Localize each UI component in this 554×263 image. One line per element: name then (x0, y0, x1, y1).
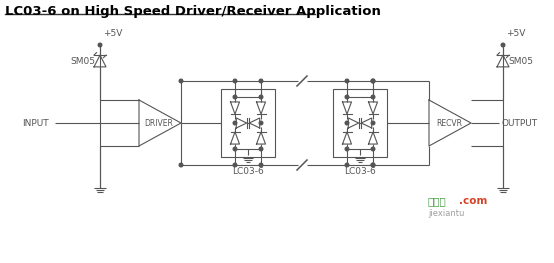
Circle shape (371, 79, 375, 83)
Circle shape (345, 95, 349, 99)
Circle shape (371, 95, 375, 99)
Circle shape (233, 163, 237, 167)
Text: DRIVER: DRIVER (145, 119, 173, 128)
Circle shape (259, 79, 263, 83)
Circle shape (371, 163, 375, 167)
Text: +5V: +5V (103, 29, 122, 38)
Circle shape (371, 121, 375, 125)
Text: +5V: +5V (506, 29, 525, 38)
Circle shape (98, 43, 102, 47)
Circle shape (501, 43, 505, 47)
Circle shape (371, 163, 375, 167)
Text: OUTPUT: OUTPUT (501, 119, 537, 128)
Text: LC03-6 on High Speed Driver/Receiver Application: LC03-6 on High Speed Driver/Receiver App… (5, 5, 381, 18)
Text: LC03-6: LC03-6 (232, 167, 264, 176)
Circle shape (233, 121, 237, 125)
Circle shape (371, 79, 375, 83)
Circle shape (233, 95, 237, 99)
Text: jiexiantu: jiexiantu (428, 209, 464, 218)
Circle shape (345, 121, 349, 125)
Text: SM05: SM05 (70, 57, 95, 65)
Circle shape (233, 79, 237, 83)
Text: SM05: SM05 (508, 57, 533, 65)
Circle shape (345, 79, 349, 83)
Circle shape (259, 147, 263, 151)
Text: LC03-6: LC03-6 (344, 167, 376, 176)
Circle shape (179, 79, 183, 83)
Text: INPUT: INPUT (22, 119, 49, 128)
Text: .com: .com (459, 196, 488, 206)
Text: 接线圈: 接线圈 (428, 196, 447, 206)
Circle shape (259, 121, 263, 125)
Text: RECVR: RECVR (436, 119, 462, 128)
Bar (333, 89, 387, 157)
Circle shape (345, 163, 349, 167)
Circle shape (179, 163, 183, 167)
Bar (221, 89, 275, 157)
Circle shape (345, 147, 349, 151)
Circle shape (371, 147, 375, 151)
Circle shape (259, 163, 263, 167)
Circle shape (259, 95, 263, 99)
Circle shape (233, 147, 237, 151)
